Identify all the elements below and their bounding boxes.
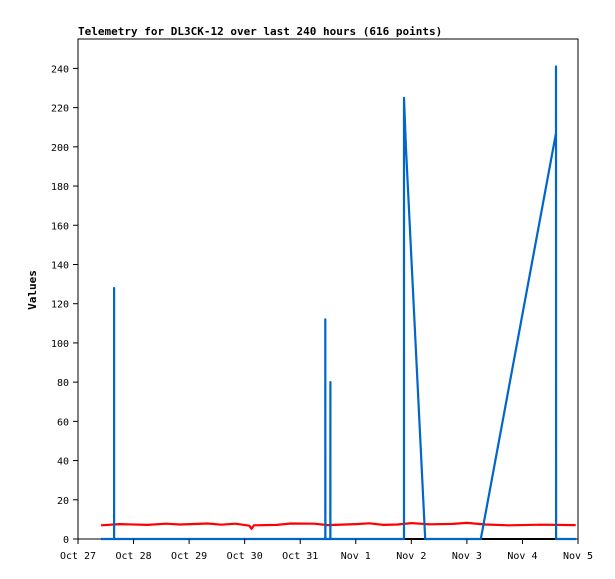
y-tick-label: 40 [57,457,69,468]
y-tick-label: 140 [51,260,69,271]
series-line-1 [101,521,576,530]
series-line-0 [101,65,576,541]
x-tick-label: Oct 27 [60,551,96,562]
x-axis: Oct 27 Oct 28 Oct 29 Oct 30 Oct 31 Nov 1 Nov 2… [60,539,593,562]
x-tick-label: Nov 2 [396,551,426,562]
y-axis: 0 20 40 60 80 100 120 140 160 180 200 220 240 [51,64,78,546]
y-tick-label: 160 [51,221,69,232]
plot-frame [77,38,579,540]
y-tick-label: 60 [57,417,69,428]
y-tick-label: 100 [51,339,69,350]
x-tick-label: Oct 29 [171,551,207,562]
y-tick-label: 20 [57,496,69,507]
y-tick-label: 180 [51,182,69,193]
x-tick-label: Oct 28 [115,551,151,562]
y-tick-label: 0 [63,535,69,546]
chart-title: Telemetry for DL3CK-12 over last 240 hou… [78,25,442,38]
x-tick-label: Nov 5 [563,551,593,562]
y-tick-label: 240 [51,64,69,75]
x-tick-label: Nov 1 [341,551,371,562]
y-tick-label: 80 [57,378,69,389]
series-layer [101,65,576,541]
y-tick-label: 200 [51,143,69,154]
x-tick-label: Oct 31 [282,551,318,562]
x-tick-label: Nov 4 [507,551,537,562]
x-tick-label: Nov 3 [452,551,482,562]
y-tick-label: 220 [51,104,69,115]
y-tick-label: 120 [51,300,69,311]
x-tick-label: Oct 30 [227,551,263,562]
y-axis-label: Values [26,270,39,310]
